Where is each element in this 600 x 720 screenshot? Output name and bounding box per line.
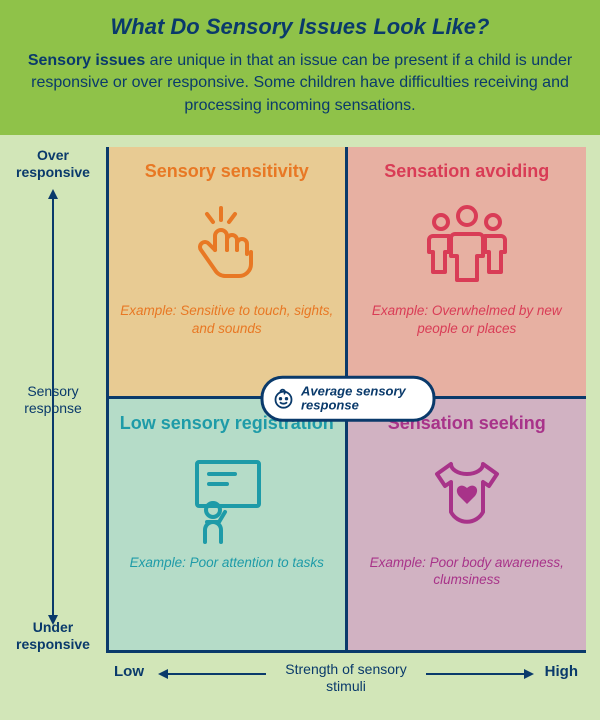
- quadrant-grid: Sensory sensitivity Example: Sensitive t…: [106, 147, 586, 653]
- baby-face-icon: [271, 387, 295, 411]
- quad-title: Sensory sensitivity: [145, 161, 309, 182]
- hand-touch-icon: [177, 194, 277, 294]
- center-badge-text: Average sensory response: [301, 383, 406, 412]
- x-axis-high-label: High: [545, 663, 578, 680]
- board-student-icon: [177, 446, 277, 546]
- x-axis-label: Strength of sensory stimuli: [276, 661, 416, 695]
- quadrant-low-registration: Low sensory registration Example: Poor a…: [109, 399, 348, 651]
- center-badge-average: Average sensory response: [260, 375, 435, 422]
- quad-example: Example: Poor body awareness, clumsiness: [358, 554, 577, 589]
- y-axis-mid-label: Sensory response: [6, 383, 100, 417]
- people-group-icon: [417, 194, 517, 294]
- quad-example: Example: Sensitive to touch, sights, and…: [119, 302, 335, 337]
- x-axis-low-label: Low: [114, 663, 144, 680]
- y-axis-top-label: Over responsive: [6, 147, 100, 181]
- y-axis-bottom-label: Under responsive: [6, 619, 100, 653]
- baby-onesie-icon: [417, 446, 517, 546]
- page-title: What Do Sensory Issues Look Like?: [20, 14, 580, 40]
- quadrant-chart: Over responsive Sensory response Under r…: [0, 135, 600, 147]
- quadrant-sensation-seeking: Sensation seeking Example: Poor body awa…: [348, 399, 587, 651]
- quad-title: Sensation avoiding: [384, 161, 549, 182]
- quad-example: Example: Poor attention to tasks: [130, 554, 324, 572]
- page-subtitle: Sensory issues are unique in that an iss…: [20, 50, 580, 117]
- header-banner: What Do Sensory Issues Look Like? Sensor…: [0, 0, 600, 135]
- quadrant-sensory-sensitivity: Sensory sensitivity Example: Sensitive t…: [109, 147, 348, 399]
- quadrant-sensation-avoiding: Sensation avoiding Example: Overwhelmed …: [348, 147, 587, 399]
- quad-example: Example: Overwhelmed by new people or pl…: [358, 302, 577, 337]
